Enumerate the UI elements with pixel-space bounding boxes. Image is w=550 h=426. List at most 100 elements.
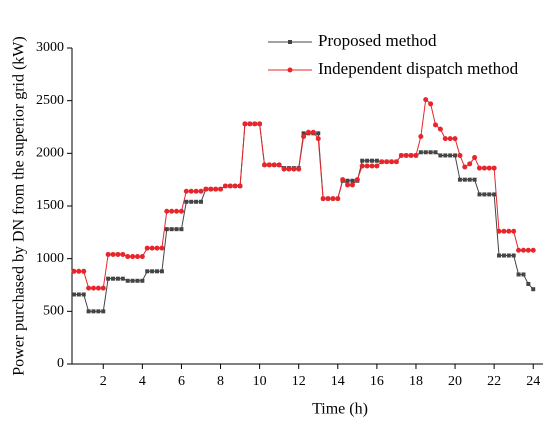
marker xyxy=(472,155,478,161)
marker xyxy=(110,251,116,257)
marker xyxy=(511,228,517,234)
marker xyxy=(169,227,174,232)
marker xyxy=(365,158,370,163)
marker xyxy=(418,150,423,155)
marker xyxy=(350,178,355,183)
marker xyxy=(291,166,297,172)
marker xyxy=(448,153,453,158)
marker xyxy=(467,177,472,182)
marker xyxy=(433,122,439,128)
marker xyxy=(389,159,395,165)
marker xyxy=(497,253,502,258)
marker xyxy=(154,245,160,251)
marker xyxy=(320,196,326,202)
marker xyxy=(354,177,360,183)
marker xyxy=(96,309,101,314)
marker xyxy=(438,153,443,158)
marker xyxy=(198,199,203,204)
marker xyxy=(125,278,130,283)
marker xyxy=(164,208,170,214)
marker xyxy=(281,166,287,172)
marker xyxy=(232,183,238,189)
x-tick-label: 6 xyxy=(178,374,185,389)
marker xyxy=(340,177,346,183)
marker xyxy=(286,166,292,172)
marker xyxy=(271,162,277,168)
marker xyxy=(296,166,302,172)
marker xyxy=(506,228,512,234)
marker xyxy=(310,129,316,135)
marker xyxy=(120,276,125,281)
marker xyxy=(501,228,507,234)
marker xyxy=(408,152,414,158)
x-tick-label: 4 xyxy=(139,374,146,389)
marker xyxy=(257,121,263,127)
marker xyxy=(301,131,306,136)
marker xyxy=(501,253,506,258)
marker xyxy=(428,101,434,107)
marker xyxy=(423,150,428,155)
marker xyxy=(476,165,482,171)
marker xyxy=(105,251,111,257)
marker xyxy=(120,251,126,257)
marker xyxy=(125,254,131,260)
marker xyxy=(477,192,482,197)
x-axis-label: Time (h) xyxy=(312,401,368,418)
marker xyxy=(76,268,82,274)
marker xyxy=(349,182,355,188)
marker xyxy=(266,162,272,168)
marker xyxy=(179,227,184,232)
x-tick-label: 18 xyxy=(409,374,423,389)
x-tick-label: 10 xyxy=(253,374,267,389)
marker xyxy=(135,278,140,283)
marker xyxy=(81,268,87,274)
marker xyxy=(111,276,116,281)
series-line xyxy=(73,98,534,289)
y-tick-label: 2500 xyxy=(36,93,64,108)
x-tick-label: 14 xyxy=(331,374,345,389)
marker xyxy=(452,136,458,142)
marker xyxy=(91,309,96,314)
marker xyxy=(188,188,194,194)
marker xyxy=(130,254,136,260)
marker xyxy=(462,164,468,170)
marker xyxy=(86,309,91,314)
y-tick-label: 1500 xyxy=(36,198,64,213)
marker xyxy=(100,285,106,291)
y-axis-label: Power purchased by DN from the superior … xyxy=(11,36,28,375)
marker xyxy=(71,292,76,297)
marker xyxy=(287,67,293,73)
marker xyxy=(183,188,189,194)
marker xyxy=(360,158,365,163)
marker xyxy=(155,269,160,274)
marker xyxy=(86,285,92,291)
marker xyxy=(159,269,164,274)
marker xyxy=(178,208,184,214)
marker xyxy=(492,192,497,197)
marker xyxy=(203,186,209,192)
x-tick-label: 20 xyxy=(448,374,462,389)
marker xyxy=(115,276,120,281)
marker xyxy=(174,227,179,232)
marker xyxy=(418,133,424,139)
marker xyxy=(90,285,96,291)
y-tick-label: 0 xyxy=(57,356,64,371)
marker xyxy=(184,199,189,204)
marker xyxy=(481,165,487,171)
marker xyxy=(106,276,111,281)
marker xyxy=(516,247,522,253)
marker xyxy=(159,245,165,251)
series-line xyxy=(73,123,534,312)
marker xyxy=(335,196,341,202)
marker xyxy=(379,159,385,165)
marker xyxy=(237,183,243,189)
marker xyxy=(506,253,511,258)
x-tick-label: 8 xyxy=(217,374,224,389)
marker xyxy=(413,152,419,158)
y-tick-label: 500 xyxy=(43,304,64,319)
marker xyxy=(145,269,150,274)
marker xyxy=(222,183,228,189)
marker xyxy=(428,150,433,155)
marker xyxy=(482,192,487,197)
